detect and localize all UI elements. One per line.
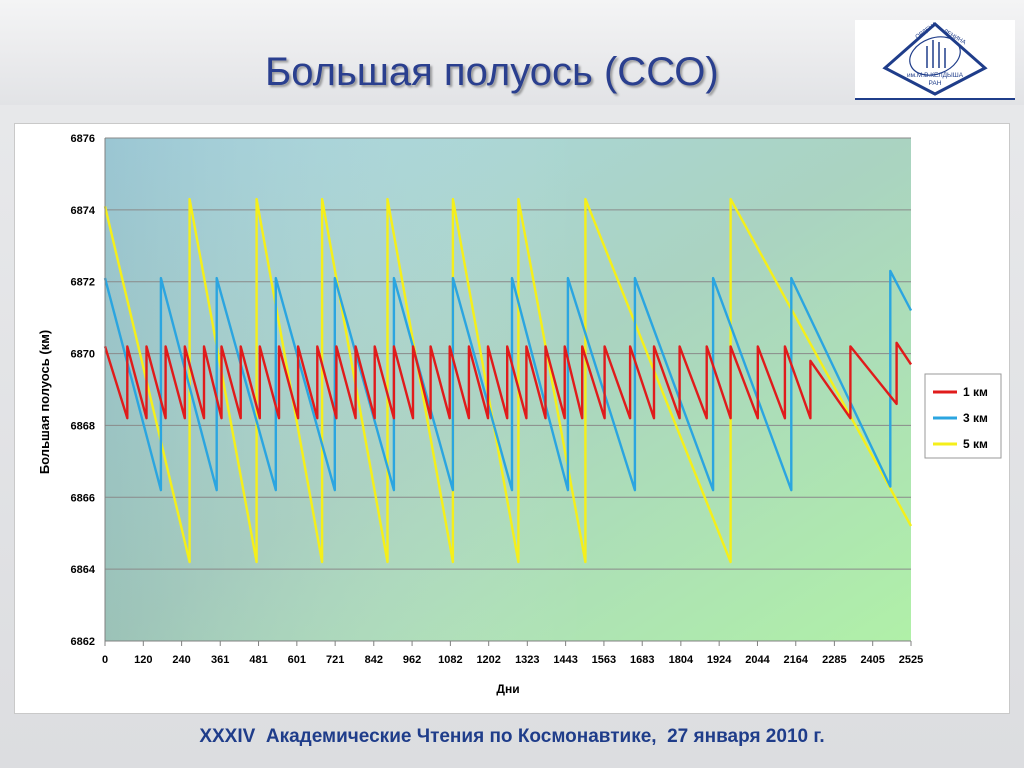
x-tick-labels: 0 120 240 361 481 601 721 842 962 1082 1202 1323 144… (102, 641, 923, 666)
x-tick-label: 1082 (438, 654, 462, 666)
legend: 1 км 3 км 5 км (924, 373, 1002, 459)
y-tick-label: 6864 (71, 564, 96, 576)
x-tick-label: 1443 (553, 654, 577, 666)
slide-footer: XXXIV Академические Чтения по Космонавти… (0, 726, 1024, 748)
y-tick-label: 6866 (71, 492, 95, 504)
axes (104, 138, 911, 642)
x-tick-label: 601 (288, 654, 306, 666)
footer-text: XXXIV Академические Чтения по Космонавти… (199, 726, 825, 747)
x-tick-label: 1323 (515, 654, 539, 666)
x-tick-label: 2164 (784, 654, 809, 666)
semi-major-axis-chart: 6862 6864 6866 6868 6870 6872 6874 6876 0 120 240… (37, 133, 1002, 696)
legend-label-5km: 5 км (963, 437, 988, 451)
y-axis-title: Большая полуось (км) (37, 330, 52, 474)
legend-label-3km: 3 км (963, 411, 988, 425)
series-line-3км (103, 269, 913, 492)
y-tick-label: 6874 (71, 205, 96, 217)
x-tick-label: 2405 (860, 654, 884, 666)
series-lines (103, 197, 913, 564)
y-tick-label: 6868 (71, 420, 95, 432)
y-tick-label: 6876 (71, 133, 95, 145)
x-tick-label: 721 (326, 654, 344, 666)
title-bar (0, 0, 1024, 105)
logo-text-3: им.М.В.КЕЛДЫША (907, 72, 964, 79)
y-tick-label: 6870 (71, 349, 95, 361)
legend-label-1km: 1 км (963, 385, 988, 399)
x-tick-label: 1683 (630, 654, 654, 666)
x-tick-label: 962 (403, 654, 421, 666)
x-tick-label: 240 (172, 654, 190, 666)
x-tick-label: 1563 (592, 654, 616, 666)
x-tick-label: 842 (365, 654, 383, 666)
x-tick-label: 1202 (476, 654, 500, 666)
y-tick-label: 6862 (71, 636, 95, 648)
x-tick-label: 0 (102, 654, 108, 666)
series-line-1км (103, 341, 912, 420)
slide-title: Большая полуось (ССО) (265, 50, 719, 94)
y-tick-labels: 6862 6864 6866 6868 6870 6872 6874 6876 (71, 133, 96, 648)
x-tick-label: 120 (134, 654, 152, 666)
logo-emblem-icon: ОРДЕНА ЛЕНИНА им.М.В.КЕЛДЫША РАН (882, 22, 988, 96)
x-tick-label: 2285 (822, 654, 846, 666)
x-tick-label: 361 (211, 654, 229, 666)
chart-panel: 6862 6864 6866 6868 6870 6872 6874 6876 0 120 240… (14, 123, 1010, 714)
y-tick-label: 6872 (71, 277, 95, 289)
x-tick-label: 1924 (707, 654, 732, 666)
x-tick-label: 1804 (669, 654, 694, 666)
institute-logo: ОРДЕНА ЛЕНИНА им.М.В.КЕЛДЫША РАН (855, 20, 1015, 100)
x-tick-label: 2044 (745, 654, 770, 666)
x-tick-label: 2525 (899, 654, 923, 666)
x-axis-title: Дни (496, 682, 519, 696)
logo-text-4: РАН (929, 80, 942, 87)
x-tick-label: 481 (249, 654, 267, 666)
